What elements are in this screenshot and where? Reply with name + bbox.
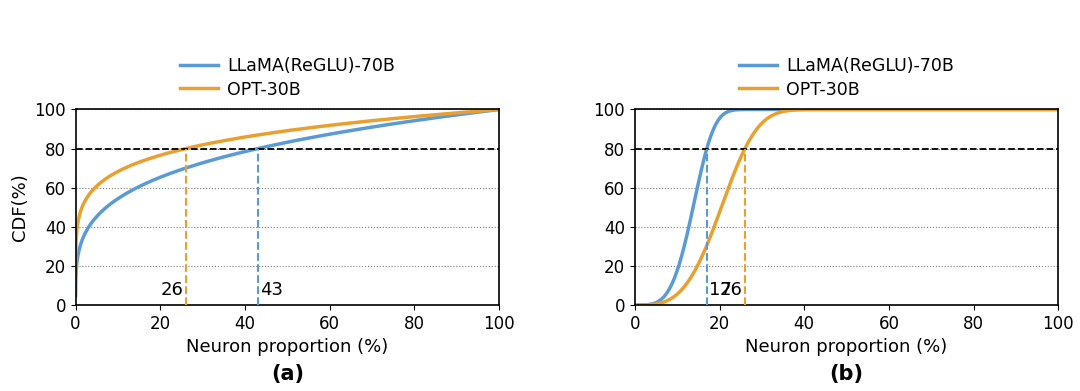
Text: 43: 43 [260, 281, 283, 299]
LLaMA(ReGLU)-70B [481, 109, 494, 113]
Y-axis label: CDF(%): CDF(%) [11, 173, 29, 241]
LLaMA(ReGLU)-70B [1040, 107, 1053, 112]
Line: OPT-30B: OPT-30B [76, 109, 499, 276]
OPT-30B [900, 107, 913, 112]
X-axis label: Neuron proportion (%): Neuron proportion (%) [745, 338, 948, 356]
Line: LLaMA(ReGLU)-70B: LLaMA(ReGLU)-70B [635, 109, 1058, 305]
Text: (a): (a) [271, 364, 303, 384]
X-axis label: Neuron proportion (%): Neuron proportion (%) [186, 338, 389, 356]
LLaMA(ReGLU)-70B [275, 141, 288, 146]
OPT-30B [650, 301, 663, 306]
LLaMA(ReGLU)-70B [823, 107, 836, 112]
LLaMA(ReGLU)-70B [1040, 107, 1053, 112]
Line: LLaMA(ReGLU)-70B: LLaMA(ReGLU)-70B [76, 109, 499, 296]
LLaMA(ReGLU)-70B [962, 107, 975, 112]
Legend: LLaMA(ReGLU)-70B, OPT-30B: LLaMA(ReGLU)-70B, OPT-30B [732, 50, 961, 106]
OPT-30B [629, 303, 642, 307]
Text: (b): (b) [829, 364, 864, 384]
Legend: LLaMA(ReGLU)-70B, OPT-30B: LLaMA(ReGLU)-70B, OPT-30B [173, 50, 402, 106]
LLaMA(ReGLU)-70B [403, 119, 416, 124]
Text: 17: 17 [708, 281, 732, 299]
OPT-30B [962, 107, 975, 112]
OPT-30B [91, 183, 104, 188]
LLaMA(ReGLU)-70B [786, 107, 799, 112]
OPT-30B [481, 108, 494, 113]
OPT-30B [264, 131, 276, 135]
LLaMA(ReGLU)-70B [835, 107, 848, 112]
OPT-30B [1040, 107, 1053, 112]
OPT-30B [481, 108, 494, 113]
Line: OPT-30B: OPT-30B [635, 109, 1058, 305]
LLaMA(ReGLU)-70B [650, 300, 663, 305]
OPT-30B [69, 274, 82, 278]
Text: 26: 26 [720, 281, 743, 299]
LLaMA(ReGLU)-70B [91, 213, 104, 218]
OPT-30B [1052, 107, 1065, 112]
LLaMA(ReGLU)-70B [264, 143, 276, 148]
Text: 26: 26 [161, 281, 184, 299]
LLaMA(ReGLU)-70B [492, 107, 505, 112]
LLaMA(ReGLU)-70B [1052, 107, 1065, 112]
OPT-30B [823, 107, 836, 112]
OPT-30B [834, 107, 847, 112]
OPT-30B [1040, 107, 1053, 112]
OPT-30B [492, 107, 505, 112]
LLaMA(ReGLU)-70B [629, 303, 642, 307]
OPT-30B [275, 129, 288, 134]
LLaMA(ReGLU)-70B [481, 109, 494, 113]
LLaMA(ReGLU)-70B [69, 293, 82, 298]
OPT-30B [403, 115, 416, 119]
